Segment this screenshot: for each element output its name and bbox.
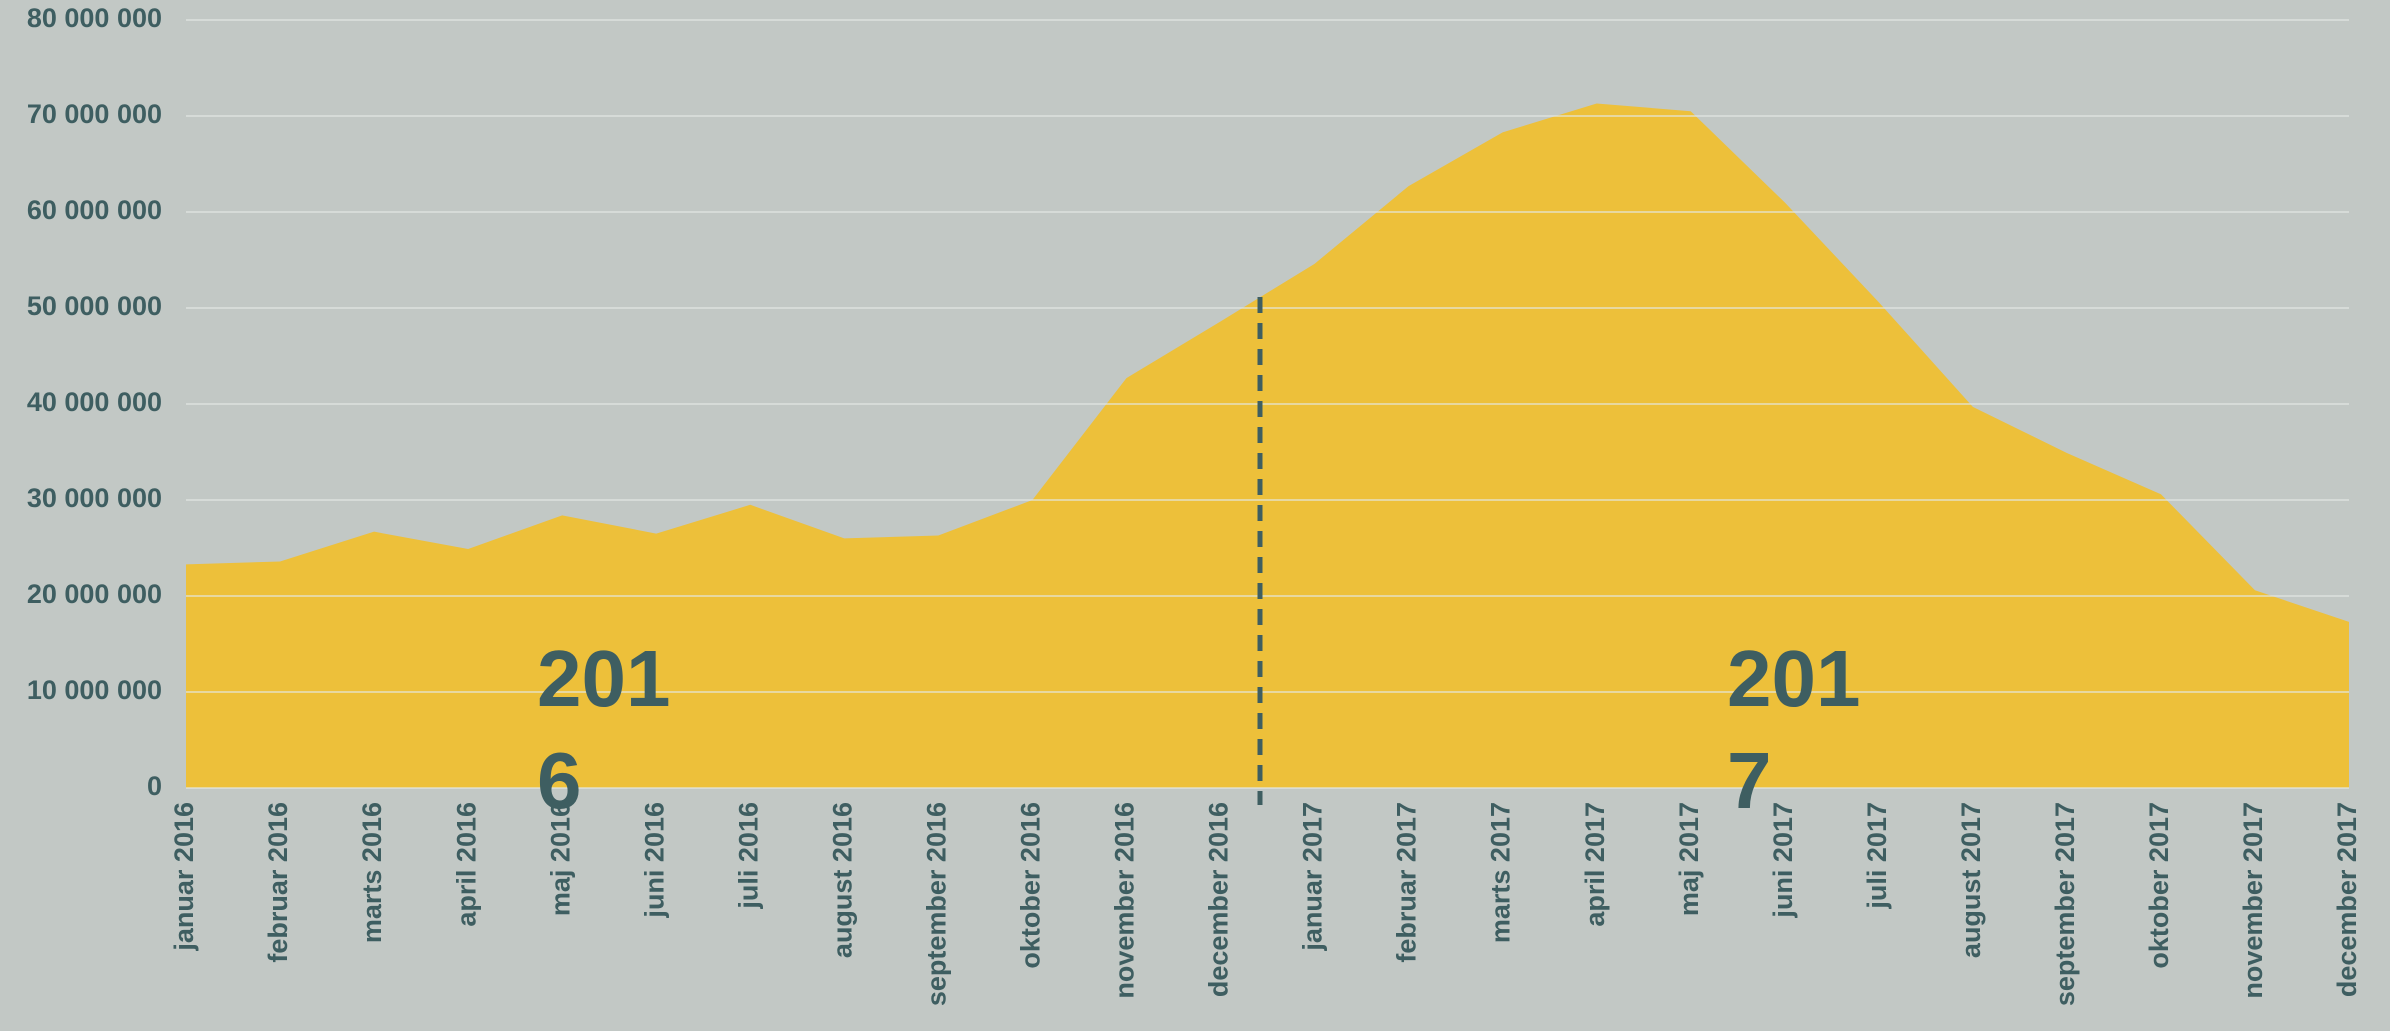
x-tick-label: september 2016 [921, 802, 951, 1006]
x-tick-label: december 2016 [1204, 802, 1234, 997]
y-tick-label: 10 000 000 [27, 675, 162, 705]
x-tick-label: februar 2016 [263, 802, 293, 963]
y-tick-label: 40 000 000 [27, 387, 162, 417]
x-tick-label: januar 2016 [169, 802, 199, 952]
y-tick-label: 30 000 000 [27, 483, 162, 513]
x-tick-label: juni 2016 [639, 802, 669, 919]
year-annotation: 2017 [1727, 634, 1861, 825]
x-tick-label: august 2017 [1956, 802, 1986, 958]
x-tick-label: august 2016 [827, 802, 857, 958]
x-tick-label: november 2017 [2238, 802, 2268, 999]
x-tick-label: januar 2017 [1298, 802, 1328, 952]
x-tick-label: juni 2017 [1768, 802, 1798, 919]
y-tick-label: 50 000 000 [27, 291, 162, 321]
x-tick-label: juli 2017 [1862, 802, 1892, 910]
x-tick-label: oktober 2017 [2144, 802, 2174, 969]
x-tick-label: maj 2016 [545, 802, 575, 916]
x-tick-label: juli 2016 [733, 802, 763, 910]
y-tick-label: 60 000 000 [27, 195, 162, 225]
y-tick-label: 70 000 000 [27, 99, 162, 129]
year-annotation: 2016 [537, 634, 671, 825]
x-tick-label: marts 2016 [357, 802, 387, 943]
x-tick-label: marts 2017 [1486, 802, 1516, 943]
x-tick-label: maj 2017 [1674, 802, 1704, 916]
y-tick-label: 0 [147, 771, 162, 801]
x-tick-label: december 2017 [2332, 802, 2362, 997]
x-tick-label: september 2017 [2050, 802, 2080, 1006]
x-tick-label: oktober 2016 [1016, 802, 1046, 969]
area [186, 103, 2349, 788]
y-tick-label: 80 000 000 [27, 3, 162, 33]
y-tick-label: 20 000 000 [27, 579, 162, 609]
x-tick-label: november 2016 [1110, 802, 1140, 999]
x-tick-label: april 2017 [1580, 802, 1610, 927]
x-tick-label: april 2016 [451, 802, 481, 927]
x-tick-label: februar 2017 [1392, 802, 1422, 963]
